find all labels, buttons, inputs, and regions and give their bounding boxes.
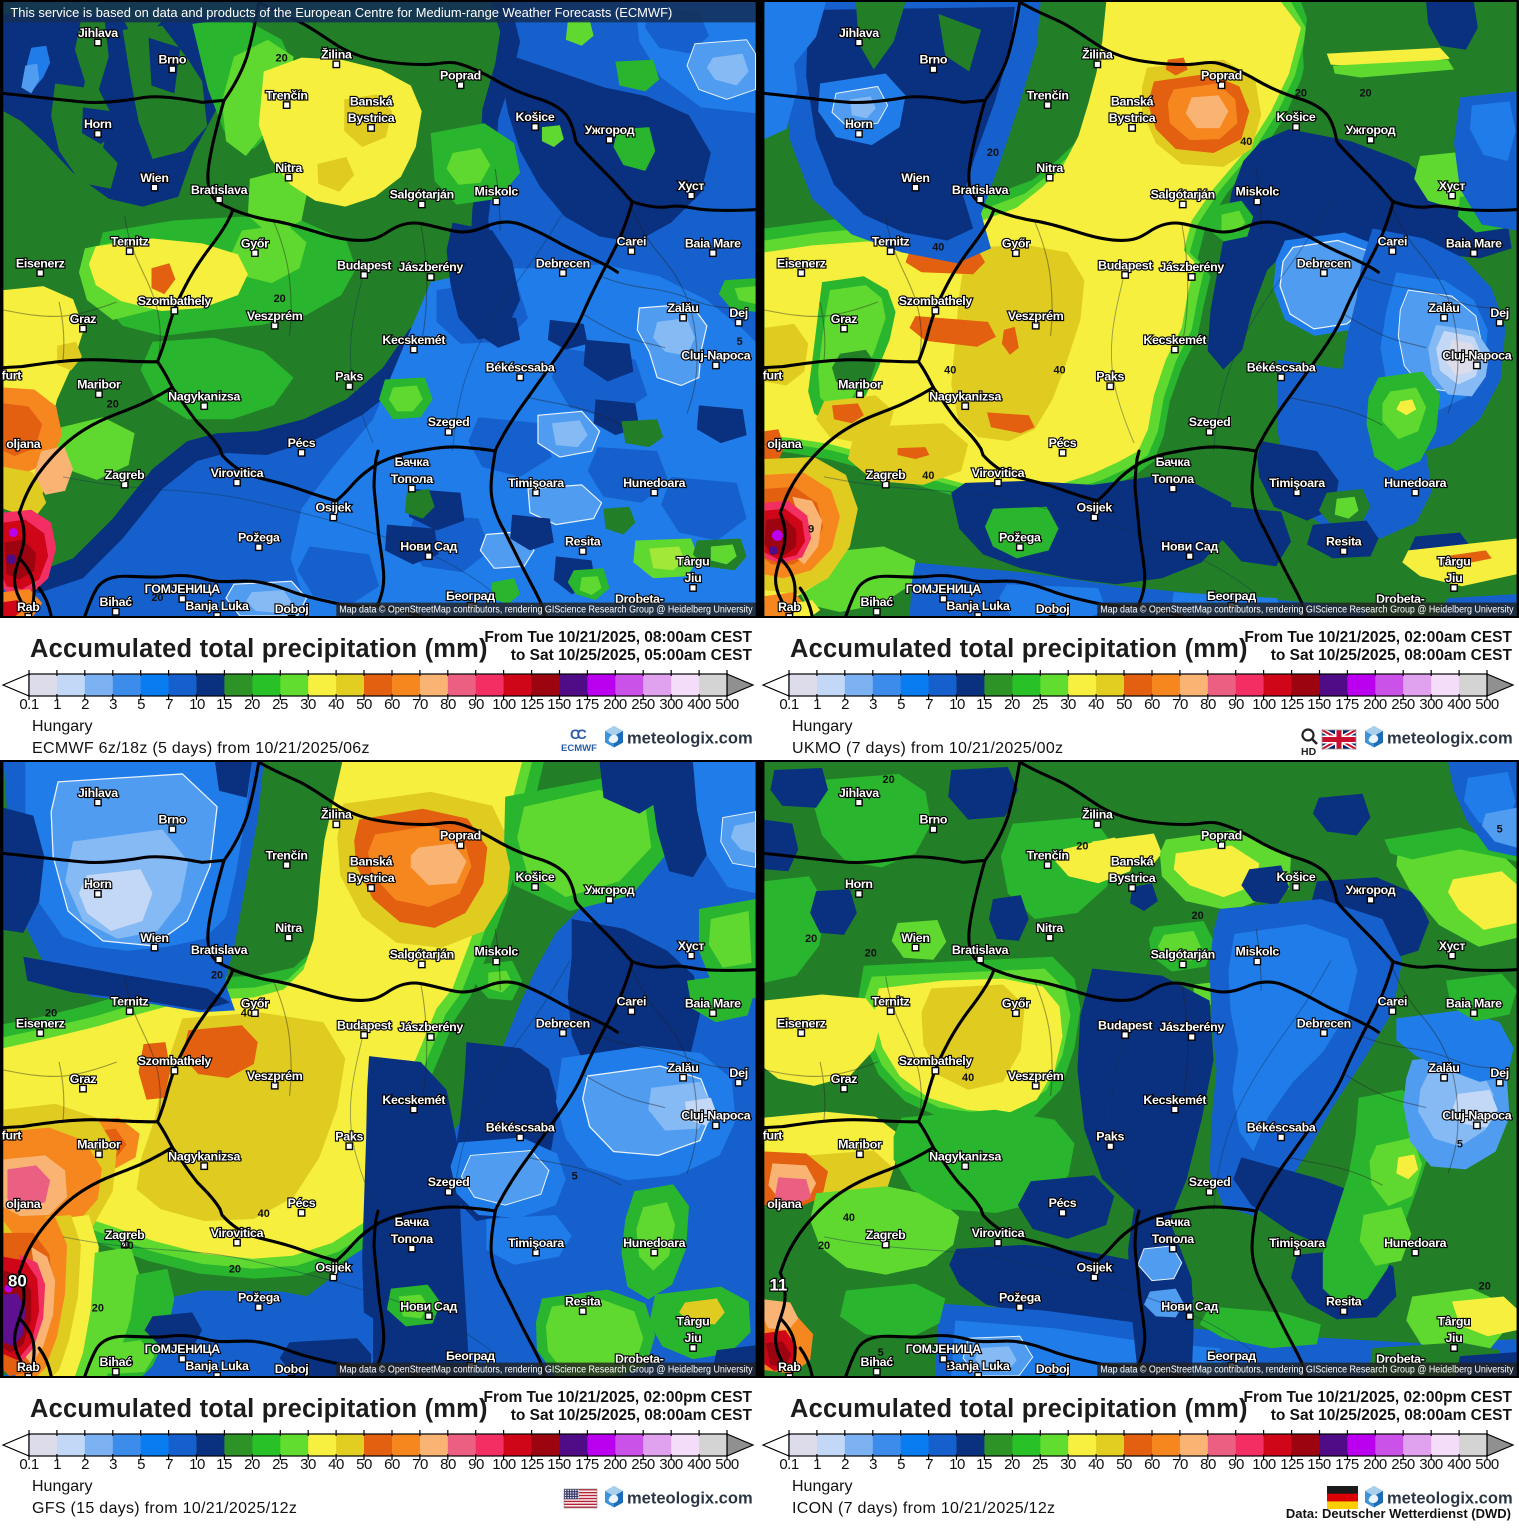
svg-text:40: 40 bbox=[922, 470, 934, 482]
svg-text:meteologix.com: meteologix.com bbox=[1387, 730, 1513, 748]
svg-text:5: 5 bbox=[1497, 824, 1503, 836]
svg-text:meteologix.com: meteologix.com bbox=[627, 730, 753, 748]
svg-text:40: 40 bbox=[843, 1212, 855, 1224]
svg-text:9: 9 bbox=[808, 524, 814, 536]
svg-text:11: 11 bbox=[769, 1276, 787, 1295]
svg-text:20: 20 bbox=[1295, 87, 1307, 99]
svg-text:5: 5 bbox=[878, 1347, 884, 1359]
svg-text:CC: CC bbox=[570, 726, 587, 742]
svg-text:5: 5 bbox=[1457, 1138, 1463, 1150]
svg-text:20: 20 bbox=[987, 147, 999, 159]
svg-text:meteologix.com: meteologix.com bbox=[1387, 1490, 1513, 1508]
svg-text:40: 40 bbox=[258, 1208, 270, 1220]
svg-text:80: 80 bbox=[8, 1272, 27, 1291]
svg-text:20: 20 bbox=[211, 970, 223, 982]
svg-text:20: 20 bbox=[151, 592, 163, 604]
svg-text:40: 40 bbox=[122, 1240, 134, 1252]
svg-text:20: 20 bbox=[276, 53, 288, 65]
svg-text:20: 20 bbox=[274, 293, 286, 305]
svg-text:40: 40 bbox=[1240, 136, 1252, 148]
svg-text:20: 20 bbox=[1359, 87, 1371, 99]
svg-text:40: 40 bbox=[932, 241, 944, 253]
svg-text:5: 5 bbox=[945, 1360, 951, 1372]
svg-text:ECMWF: ECMWF bbox=[561, 743, 597, 754]
svg-text:20: 20 bbox=[45, 1007, 57, 1019]
svg-text:20: 20 bbox=[818, 1240, 830, 1252]
svg-text:40: 40 bbox=[962, 1072, 974, 1084]
svg-text:meteologix.com: meteologix.com bbox=[627, 1490, 753, 1508]
svg-text:20: 20 bbox=[805, 933, 817, 945]
svg-text:20: 20 bbox=[229, 1264, 241, 1276]
svg-text:20: 20 bbox=[1076, 840, 1088, 852]
svg-text:20: 20 bbox=[107, 398, 119, 410]
svg-text:20: 20 bbox=[865, 948, 877, 960]
svg-text:20: 20 bbox=[1192, 910, 1204, 922]
svg-text:5: 5 bbox=[737, 336, 743, 348]
svg-text:40: 40 bbox=[1053, 365, 1065, 377]
svg-text:5: 5 bbox=[572, 1170, 578, 1182]
svg-text:20: 20 bbox=[92, 1302, 104, 1314]
svg-text:This service is based on data: This service is based on data and produc… bbox=[10, 5, 672, 20]
svg-text:40: 40 bbox=[241, 1007, 253, 1019]
svg-text:20: 20 bbox=[1479, 1281, 1491, 1293]
svg-text:40: 40 bbox=[944, 365, 956, 377]
svg-text:HD: HD bbox=[1301, 746, 1317, 758]
svg-text:20: 20 bbox=[883, 774, 895, 786]
